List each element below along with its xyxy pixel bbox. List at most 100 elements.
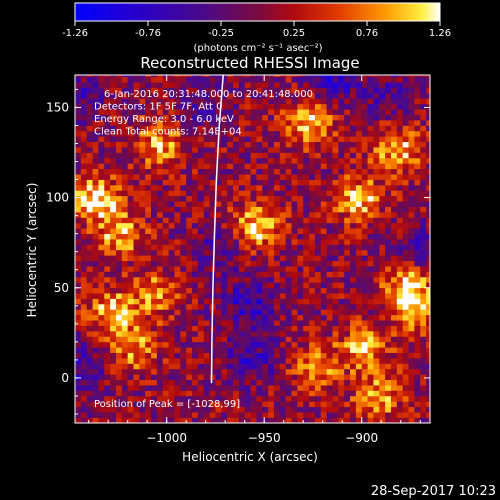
heatmap-cell [86,331,93,337]
heatmap-cell [215,184,222,191]
heatmap-cell [273,341,281,348]
heatmap-cell [408,358,415,364]
heatmap-cell [268,244,275,251]
heatmap-cell [379,314,386,321]
heatmap-cell [262,75,269,78]
heatmap-cell [291,417,298,423]
heatmap-cell [332,141,339,148]
heatmap-cell [285,363,292,370]
heatmap-cell [379,320,386,326]
heatmap-cell [367,212,374,218]
heatmap-cell [156,341,164,348]
heatmap-cell [268,255,275,262]
heatmap-cell [408,379,415,386]
heatmap-cell [273,201,281,207]
heatmap-cell [320,190,327,197]
heatmap-cell [379,228,386,234]
heatmap-cell [332,168,339,175]
heatmap-cell [110,347,117,353]
heatmap-cell [244,109,251,115]
heatmap-cell [285,314,292,321]
heatmap-cell [361,341,368,348]
heatmap-cell [121,401,128,408]
heatmap-cell [408,239,415,245]
heatmap-cell [121,195,128,202]
heatmap-cell [309,266,316,272]
heatmap-cell [285,120,292,126]
heatmap-cell [297,130,304,137]
heatmap-cell [151,379,158,386]
heatmap-cell [121,147,128,153]
heatmap-cell [174,93,181,99]
heatmap-cell [402,276,409,283]
heatmap-cell [256,325,263,332]
heatmap-cell [238,255,245,262]
heatmap-cell [232,385,240,391]
heatmap-cell [145,233,152,240]
heatmap-cell [268,331,275,337]
heatmap-cell [279,217,286,224]
heatmap-cell [115,287,123,294]
heatmap-cell [151,212,158,218]
heatmap-cell [121,152,128,159]
heatmap-cell [414,201,421,207]
heatmap-cell [291,141,298,148]
heatmap-cell [168,347,175,353]
heatmap-cell [309,76,316,83]
heatmap-cell [110,157,117,164]
heatmap-cell [232,190,240,197]
heatmap-cell [192,239,199,245]
heatmap-cell [367,401,374,408]
heatmap-cell [186,406,193,413]
heatmap-cell [402,190,409,197]
heatmap-cell [385,125,392,132]
heatmap-cell [127,255,134,262]
heatmap-cell [232,130,240,137]
heatmap-cell [367,190,374,197]
heatmap-cell [92,157,99,164]
heatmap-cell [273,347,281,353]
heatmap-cell [227,130,234,137]
heatmap-cell [373,147,380,153]
heatmap-cell [238,125,245,132]
heatmap-cell [104,325,111,332]
heatmap-cell [139,233,146,240]
heatmap-cell [209,206,216,213]
heatmap-cell [133,417,140,423]
heatmap-cell [297,136,304,143]
heatmap-cell [121,309,128,316]
heatmap-cell [367,363,374,370]
heatmap-cell [350,331,357,337]
heatmap-cell [133,103,140,110]
heatmap-cell [309,163,316,170]
heatmap-cell [338,228,345,234]
heatmap-cell [320,98,327,105]
heatmap-cell [127,303,134,310]
heatmap-cell [156,266,164,272]
heatmap-cell [262,363,269,370]
heatmap-cell [156,401,164,408]
heatmap-cell [133,352,140,359]
heatmap-cell [379,293,386,299]
heatmap-cell [420,390,427,397]
heatmap-cell [285,336,292,343]
heatmap-cell [115,255,123,262]
heatmap-cell [309,201,316,207]
heatmap-cell [326,303,333,310]
heatmap-cell [180,190,187,197]
heatmap-cell [262,374,269,381]
heatmap-cell [379,87,386,94]
heatmap-cell [186,249,193,256]
heatmap-cell [373,406,380,413]
heatmap-cell [314,98,322,105]
heatmap-cell [320,406,327,413]
heatmap-cell [156,412,164,418]
heatmap-cell [262,320,269,326]
heatmap-cell [227,217,234,224]
heatmap-cell [80,287,87,294]
heatmap-cell [320,179,327,186]
heatmap-cell [326,93,333,99]
heatmap-cell [197,147,205,153]
heatmap-cell [273,417,281,423]
heatmap-cell [238,228,245,234]
